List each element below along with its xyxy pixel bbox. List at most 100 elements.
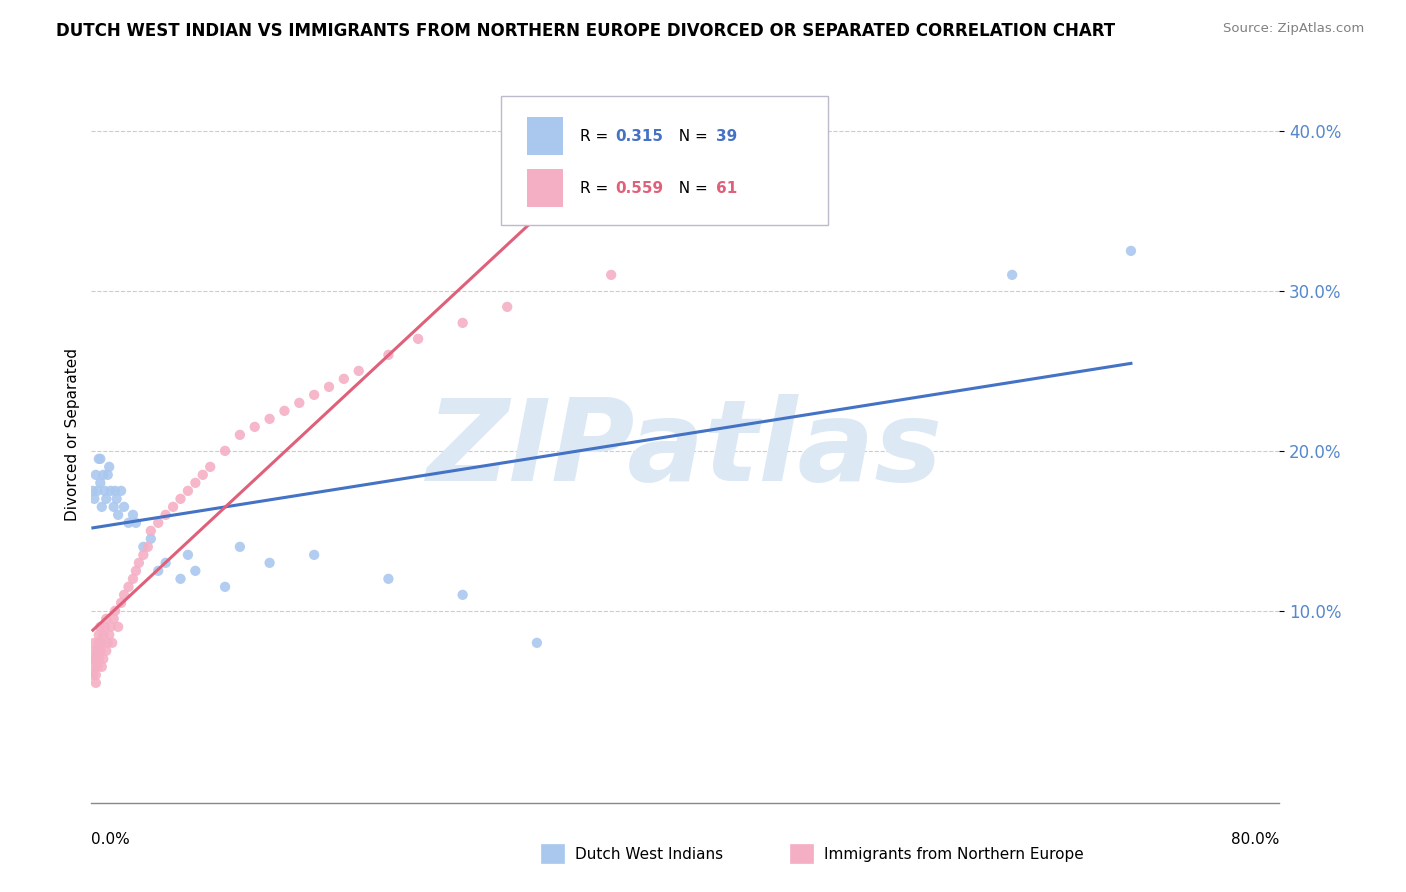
- Point: [125, 564, 148, 578]
- Point: [122, 508, 145, 522]
- Point: [91, 628, 114, 642]
- Point: [105, 491, 128, 506]
- Point: [83, 660, 105, 674]
- Point: [318, 380, 340, 394]
- Point: [87, 451, 110, 466]
- Point: [347, 364, 370, 378]
- Point: [112, 588, 135, 602]
- Point: [82, 483, 104, 498]
- Text: Immigrants from Northern Europe: Immigrants from Northern Europe: [824, 847, 1084, 862]
- Point: [200, 459, 222, 474]
- Point: [229, 540, 252, 554]
- Point: [110, 483, 132, 498]
- Point: [333, 372, 356, 386]
- Point: [90, 636, 112, 650]
- Point: [83, 644, 105, 658]
- Point: [155, 556, 177, 570]
- Point: [184, 564, 207, 578]
- Point: [191, 467, 214, 482]
- Text: Dutch West Indians: Dutch West Indians: [575, 847, 723, 862]
- Text: 80.0%: 80.0%: [1232, 832, 1279, 847]
- Point: [139, 524, 162, 538]
- Point: [600, 268, 623, 282]
- Point: [96, 491, 118, 506]
- Point: [377, 348, 399, 362]
- Point: [84, 652, 107, 666]
- Point: [214, 580, 236, 594]
- Point: [94, 483, 117, 498]
- Point: [406, 332, 429, 346]
- Point: [107, 620, 129, 634]
- Point: [87, 628, 110, 642]
- Point: [259, 412, 281, 426]
- Point: [90, 660, 112, 674]
- Text: 0.315: 0.315: [616, 128, 664, 144]
- Point: [89, 475, 111, 490]
- Text: ZIPatlas: ZIPatlas: [427, 394, 943, 505]
- Text: 61: 61: [716, 181, 738, 196]
- Point: [302, 388, 325, 402]
- Text: N =: N =: [669, 181, 713, 196]
- Point: [104, 604, 127, 618]
- Point: [259, 556, 281, 570]
- Point: [136, 540, 159, 554]
- Point: [91, 467, 114, 482]
- Point: [122, 572, 145, 586]
- Text: N =: N =: [669, 128, 713, 144]
- Text: R =: R =: [579, 181, 613, 196]
- Point: [148, 564, 170, 578]
- Point: [526, 636, 548, 650]
- Point: [128, 556, 150, 570]
- Point: [177, 483, 200, 498]
- Point: [100, 483, 122, 498]
- Point: [100, 620, 122, 634]
- Point: [98, 459, 121, 474]
- Point: [1119, 244, 1142, 258]
- Text: DUTCH WEST INDIAN VS IMMIGRANTS FROM NORTHERN EUROPE DIVORCED OR SEPARATED CORRE: DUTCH WEST INDIAN VS IMMIGRANTS FROM NOR…: [56, 22, 1115, 40]
- Point: [184, 475, 207, 490]
- Point: [87, 652, 110, 666]
- Point: [83, 491, 105, 506]
- Point: [1001, 268, 1024, 282]
- Point: [98, 628, 121, 642]
- Point: [155, 508, 177, 522]
- Point: [82, 652, 104, 666]
- Y-axis label: Divorced or Separated: Divorced or Separated: [65, 349, 80, 521]
- Point: [229, 428, 252, 442]
- Point: [82, 668, 104, 682]
- Point: [117, 516, 139, 530]
- Point: [496, 300, 519, 314]
- Point: [148, 516, 170, 530]
- Bar: [527, 117, 562, 155]
- Point: [302, 548, 325, 562]
- Point: [91, 652, 114, 666]
- Text: 0.0%: 0.0%: [91, 832, 131, 847]
- Text: Source: ZipAtlas.com: Source: ZipAtlas.com: [1223, 22, 1364, 36]
- Point: [169, 491, 191, 506]
- Point: [86, 660, 108, 674]
- Point: [107, 508, 129, 522]
- Point: [132, 540, 155, 554]
- Point: [84, 668, 107, 682]
- Point: [162, 500, 184, 514]
- Point: [83, 636, 105, 650]
- Point: [139, 532, 162, 546]
- Point: [214, 443, 236, 458]
- Point: [84, 675, 107, 690]
- Point: [177, 548, 200, 562]
- Point: [89, 644, 111, 658]
- Point: [89, 620, 111, 634]
- Point: [112, 500, 135, 514]
- Bar: [527, 169, 562, 208]
- Point: [89, 451, 111, 466]
- Point: [101, 636, 124, 650]
- Point: [90, 500, 112, 514]
- Point: [288, 396, 311, 410]
- Point: [125, 516, 148, 530]
- Point: [104, 483, 127, 498]
- Text: 0.559: 0.559: [616, 181, 664, 196]
- Point: [94, 620, 117, 634]
- Point: [97, 467, 120, 482]
- Text: R =: R =: [579, 128, 613, 144]
- Point: [132, 548, 155, 562]
